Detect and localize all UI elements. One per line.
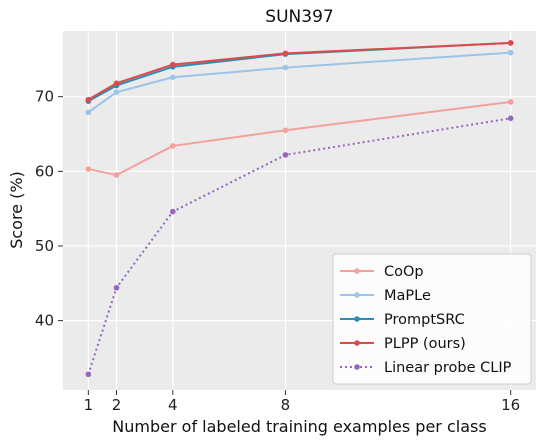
x-tick-label: 4 — [168, 396, 178, 414]
maple-point — [85, 109, 92, 116]
legend-item: MaPLe — [340, 288, 431, 304]
x-tick-label: 16 — [501, 396, 520, 414]
legend-marker — [354, 268, 360, 274]
legend: CoOp MaPLe PromptSRC PLPP (ours) Linear prob… — [332, 253, 532, 385]
legend-box — [332, 253, 532, 385]
y-tick-label: 50 — [35, 237, 54, 255]
plpp-ours-point — [170, 61, 176, 68]
plpp-ours-point — [507, 40, 514, 46]
coop-point — [170, 143, 176, 149]
series-maple — [85, 49, 514, 116]
maple-point — [507, 49, 514, 56]
plpp-ours-point — [113, 80, 120, 87]
linear-probe-clip-point — [113, 284, 120, 291]
series-coop — [85, 99, 514, 178]
legend-item: CoOp — [340, 264, 424, 280]
tick-layer: 1 2 4 8 16 40 50 60 70 — [35, 88, 520, 414]
coop-point — [85, 166, 92, 172]
legend-marker — [354, 292, 360, 298]
y-axis-label: Score (%) — [7, 171, 26, 249]
chart-title: SUN397 — [265, 7, 333, 27]
x-tick-label: 2 — [112, 396, 122, 414]
legend-item: Linear probe CLIP — [340, 360, 512, 376]
linear-probe-clip-point — [85, 371, 92, 378]
linear-probe-clip-point — [170, 208, 176, 215]
legend-label: Linear probe CLIP — [384, 360, 512, 376]
y-tick-label: 70 — [35, 88, 54, 106]
legend-label: PromptSRC — [384, 312, 465, 328]
legend-label: MaPLe — [384, 288, 431, 304]
legend-marker — [354, 364, 360, 370]
linear-probe-clip-point — [282, 152, 289, 158]
series-plpp-ours — [85, 40, 514, 103]
plpp-ours-point — [85, 96, 92, 103]
maple-point — [113, 89, 120, 96]
legend-item: PLPP (ours) — [340, 336, 466, 352]
legend-item: PromptSRC — [340, 312, 465, 328]
maple-point — [282, 64, 289, 71]
series-linear-probe-clip — [85, 115, 514, 378]
y-tick-label: 40 — [35, 312, 54, 330]
legend-marker — [354, 316, 360, 322]
legend-label: PLPP (ours) — [384, 336, 466, 352]
x-tick-label: 1 — [84, 396, 94, 414]
series-layer — [85, 40, 514, 378]
maple-point — [170, 74, 176, 81]
legend-marker — [354, 340, 360, 346]
y-tick-label: 60 — [35, 162, 54, 180]
coop-point — [507, 99, 514, 105]
legend-label: CoOp — [384, 264, 424, 280]
plpp-ours-point — [282, 50, 289, 57]
coop-point — [113, 172, 120, 178]
linear-probe-clip-point — [507, 115, 514, 122]
coop-point — [282, 127, 289, 134]
x-tick-label: 8 — [281, 396, 291, 414]
x-axis-label: Number of labeled training examples per … — [112, 417, 486, 436]
